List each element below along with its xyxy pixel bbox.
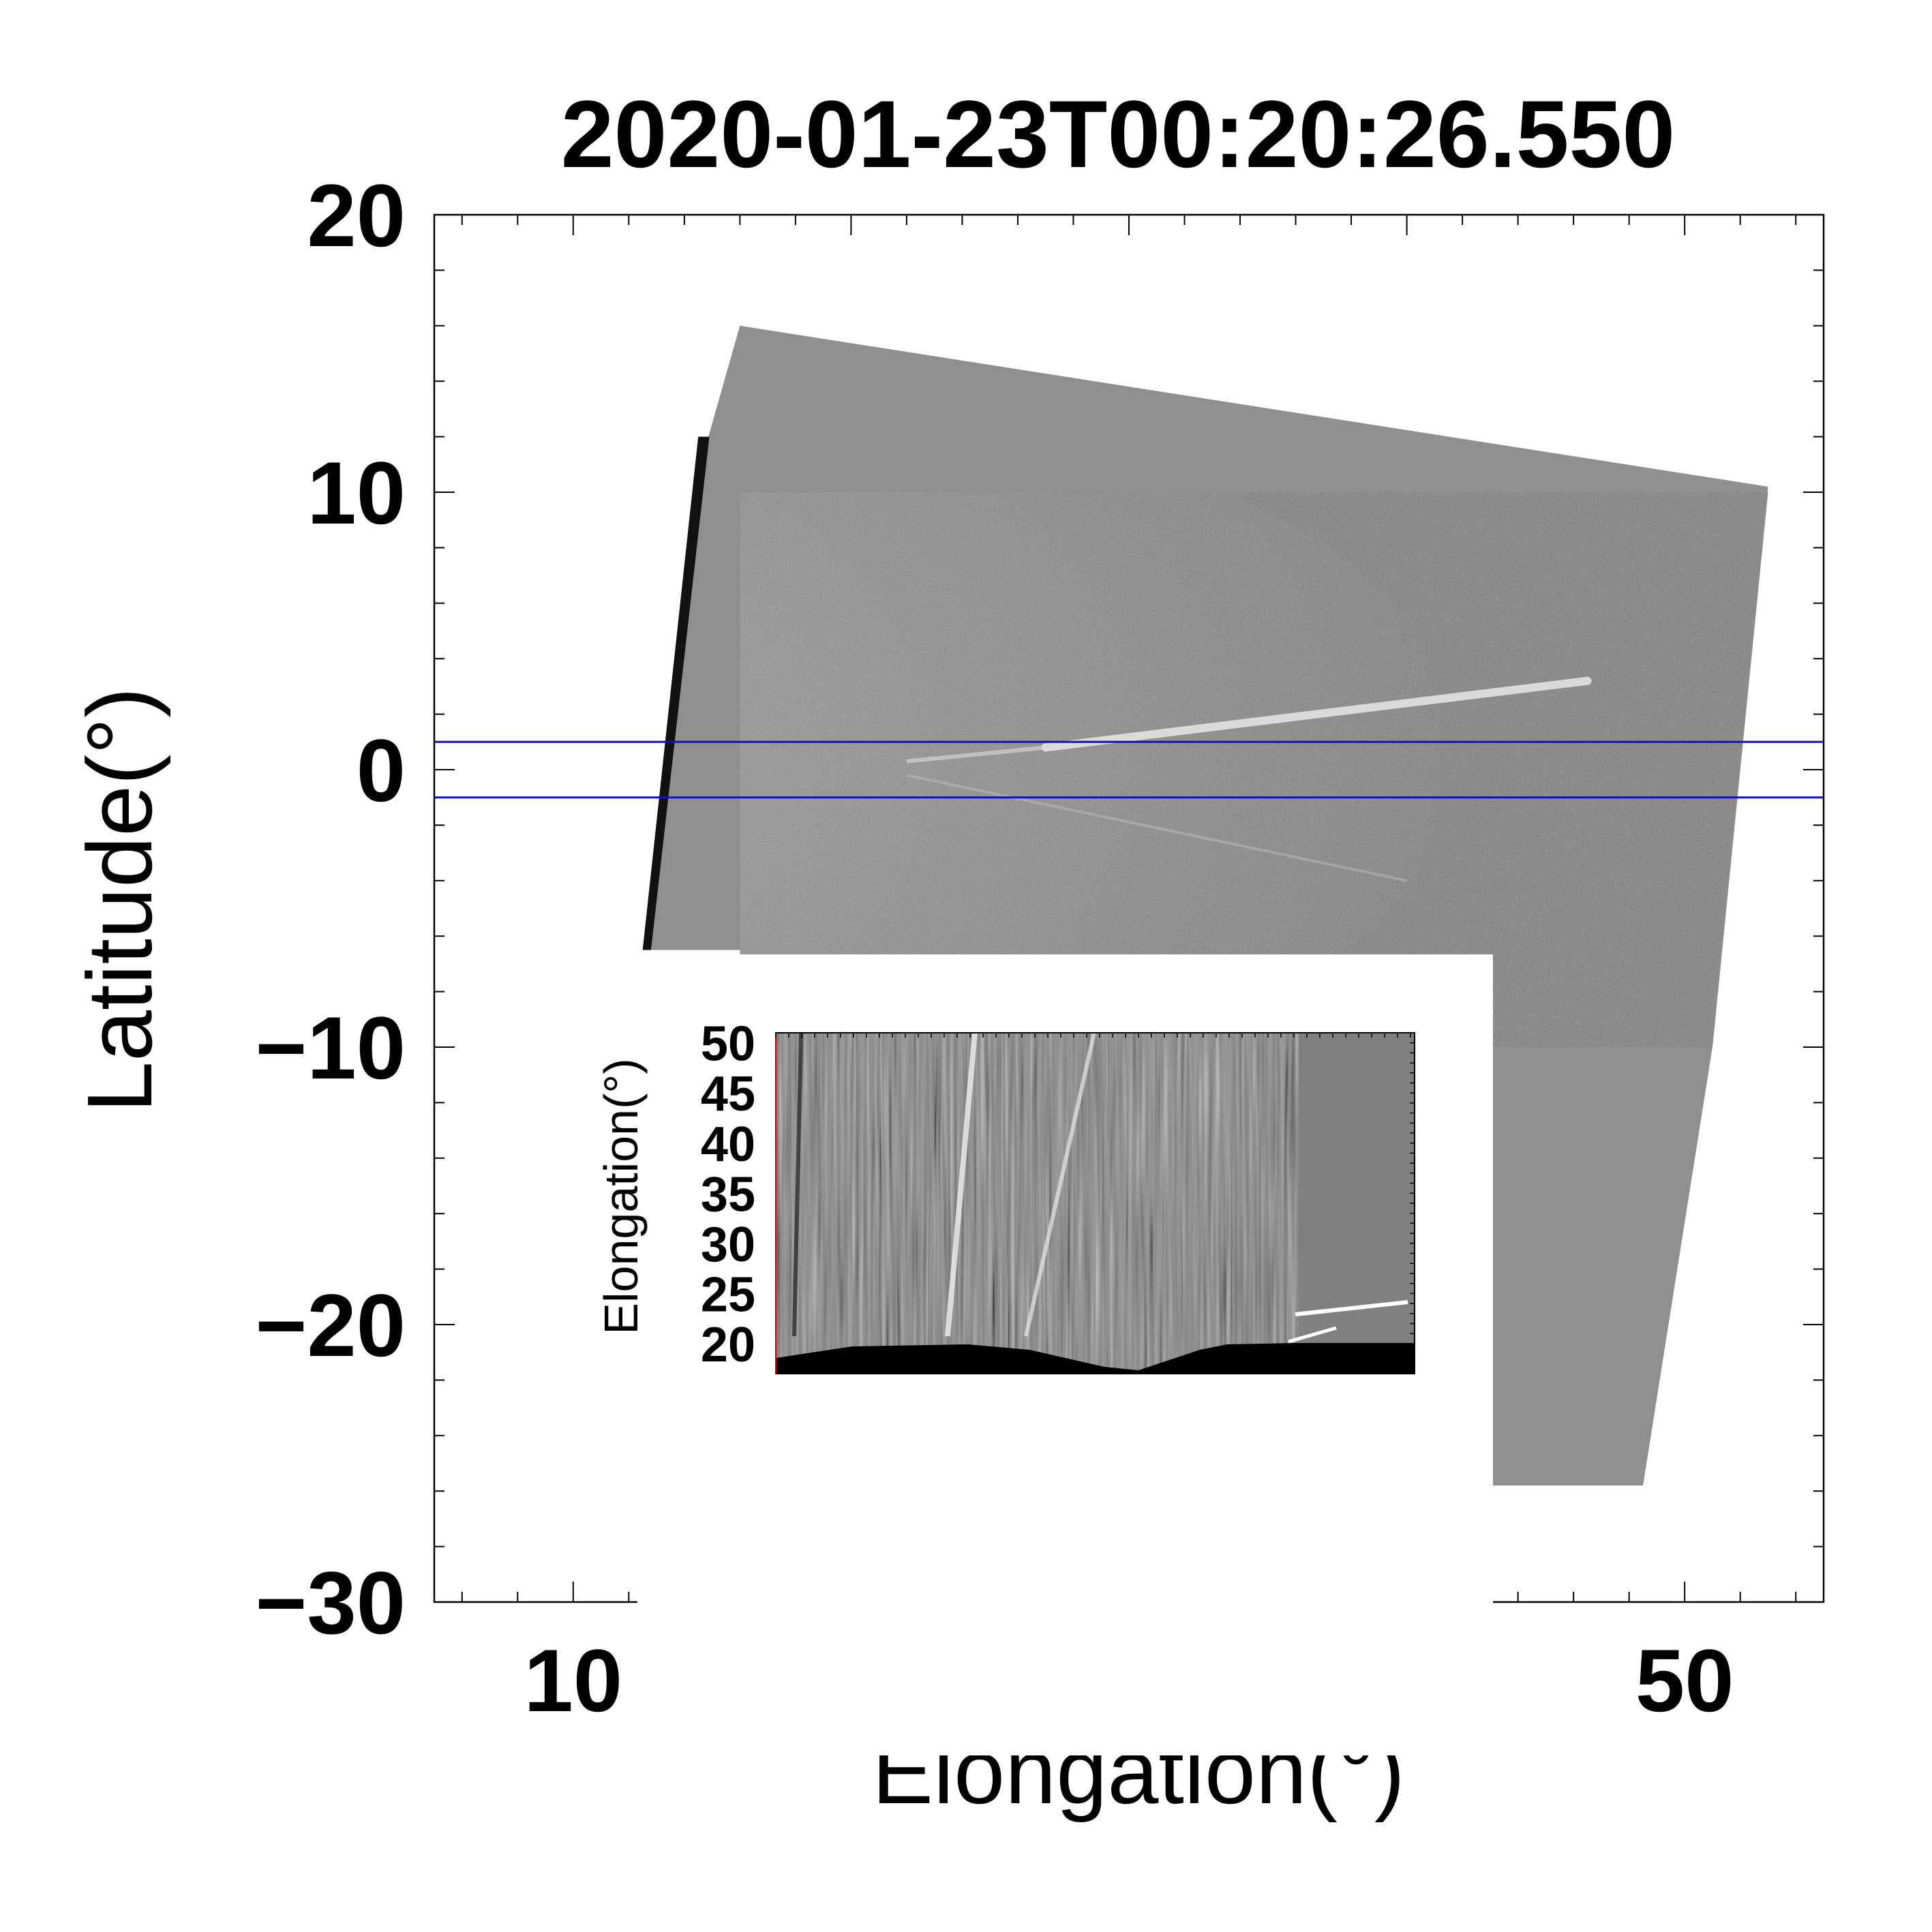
inset-artifact-1 [1295,1300,1408,1316]
chart-title: 2020-01-23T00:20:26.550 [561,80,1676,187]
y-tick-label: −30 [255,1553,406,1652]
inset-track-1 [945,1032,978,1337]
image-left-edge [642,436,710,950]
inset-track-2 [1024,1032,1096,1337]
y-tick-label: 0 [357,721,406,820]
inset-y-axis-label: Elongation(°) [594,1058,648,1334]
inset-y-tick-label: 25 [701,1267,755,1322]
y-tick-label: −20 [255,1276,406,1375]
y-tick-label: 10 [307,443,406,543]
latitude-band-lines [434,740,1824,799]
inset-y-tick-label: 45 [701,1067,755,1121]
inset-occulter-mask [776,1343,1415,1374]
y-tick-label: 20 [307,166,406,265]
inset-frame [775,1032,1415,1374]
bright-streak-tail [906,745,1046,764]
inset-track-3 [792,1032,803,1337]
y-tick-labels: 20 10 0 −10 −20 −30 [255,166,406,1652]
inset-y-tick-label: 40 [701,1117,755,1172]
inset-streaks [776,1033,1299,1374]
bright-streak [1041,676,1592,752]
inset-artifact-2 [1288,1326,1337,1344]
y-axis-label: Latitude(°) [68,687,171,1113]
inset-image [776,1032,1415,1374]
inset-y-tick-label: 20 [701,1318,755,1372]
x-tick-label: 50 [1635,1631,1734,1730]
brightness-cone [740,492,1463,1047]
y-tick-label: −10 [255,998,406,1098]
inset-y-tick-label: 30 [701,1218,755,1272]
x-tick-label: 10 [524,1631,622,1730]
inset-y-tick-label: 50 [701,1017,755,1072]
faint-streak [906,774,1408,882]
inset-y-tick-label: 35 [701,1167,755,1222]
